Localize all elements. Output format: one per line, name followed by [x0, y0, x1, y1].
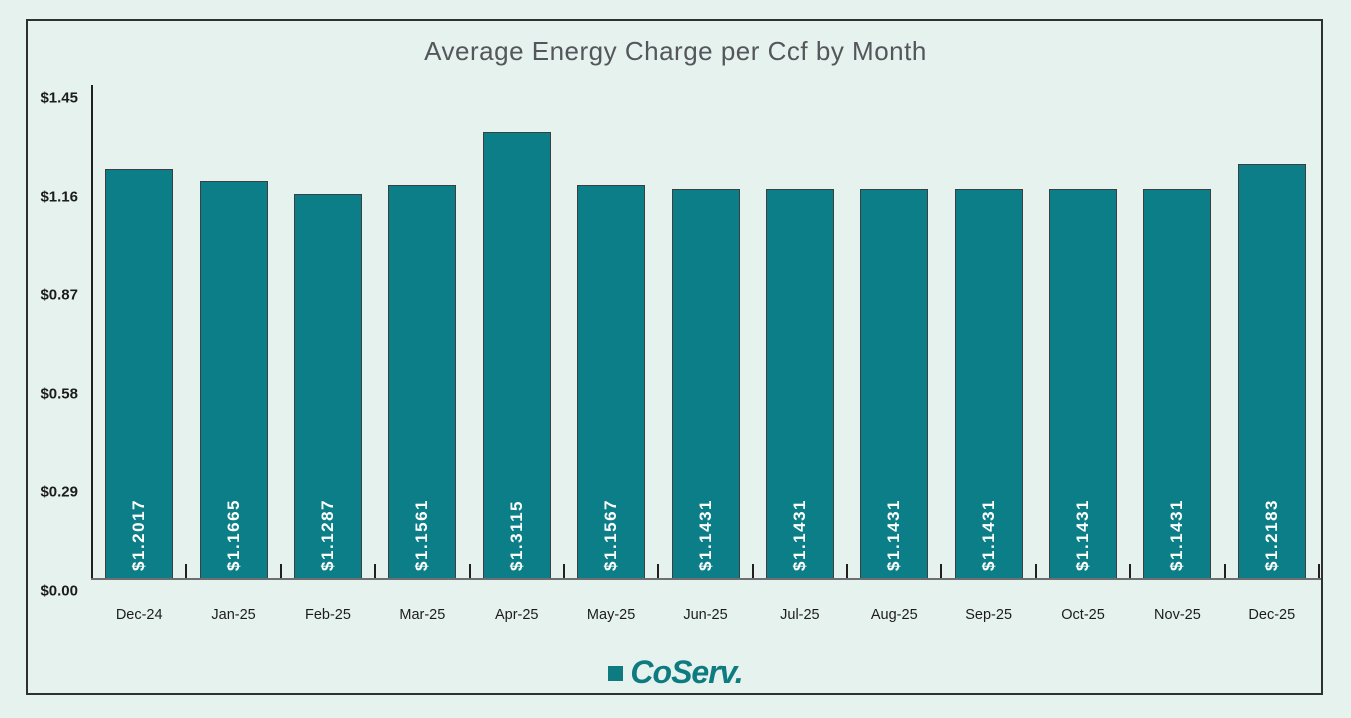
coserv-logo: CoServ. — [0, 656, 1351, 688]
chart-title: Average Energy Charge per Ccf by Month — [424, 36, 927, 66]
plot-area: $1.45 $1.16 $0.87 $0.58 $0.29 $0.00 $1.2017 $1… — [40, 85, 1321, 623]
bar: $1.1431 — [671, 189, 740, 578]
x-tick-label: Apr-25 — [494, 607, 539, 623]
y-axis-line — [91, 85, 93, 578]
axis-tick — [1318, 564, 1320, 578]
axis-tick — [1034, 564, 1037, 578]
bar: $1.1431 — [954, 189, 1023, 578]
x-tick-label: Nov-25 — [1154, 607, 1201, 623]
y-tick-label: $0.58 — [40, 385, 78, 403]
x-tick-label: Oct-25 — [1061, 607, 1105, 623]
axis-tick — [940, 564, 943, 578]
bar: $1.2017 — [105, 169, 174, 578]
axis-tick — [846, 564, 849, 578]
ticks-layer — [91, 85, 1320, 578]
axis-tick — [1223, 564, 1226, 578]
bars-layer: $1.2017 $1.1665 $1.1287 $1.1561 $1.3115 $1.15… — [92, 85, 1319, 578]
axis-tick — [468, 564, 471, 578]
y-axis-labels: $1.45 $1.16 $0.87 $0.58 $0.29 $0.00 — [18, 85, 78, 600]
axis-tick — [185, 564, 188, 578]
bar: $1.1665 — [199, 181, 268, 578]
bar: $1.1567 — [577, 184, 646, 578]
axis-tick — [374, 564, 377, 578]
bar: $1.1431 — [1049, 189, 1118, 578]
logo-square-icon — [608, 666, 624, 681]
axis-tick — [1129, 564, 1132, 578]
axis-tick — [751, 564, 754, 578]
axis-tick — [279, 564, 282, 578]
y-tick-label: $0.29 — [40, 483, 78, 501]
x-tick-label: Feb-25 — [304, 607, 351, 623]
y-tick-label: $0.00 — [40, 582, 78, 600]
bar: $1.1431 — [1143, 189, 1212, 578]
y-tick-label: $1.16 — [40, 188, 78, 206]
bar: $1.1431 — [765, 189, 834, 578]
logo-text: CoServ. — [630, 654, 743, 690]
x-tick-label: Jan-25 — [211, 607, 256, 623]
bar: $1.1561 — [388, 184, 457, 578]
y-tick-label: $0.87 — [40, 286, 78, 304]
x-axis-line — [91, 578, 1321, 580]
x-tick-label: Dec-25 — [1248, 607, 1296, 623]
x-tick-label: Dec-24 — [115, 607, 163, 623]
y-tick-label: $1.45 — [40, 89, 78, 107]
bar: $1.1431 — [860, 189, 929, 578]
bar: $1.3115 — [482, 132, 551, 578]
x-tick-label: Jun-25 — [683, 607, 728, 623]
x-axis-labels: Dec-24 Jan-25 Feb-25 Mar-25 Apr-25 May-25 Jun-… — [92, 607, 1319, 625]
bar: $1.1287 — [293, 194, 362, 578]
x-tick-label: Jul-25 — [780, 607, 820, 623]
axis-tick — [562, 564, 565, 578]
x-tick-label: May-25 — [586, 607, 636, 623]
x-tick-label: Mar-25 — [399, 607, 446, 623]
x-tick-label: Sep-25 — [965, 607, 1013, 623]
x-tick-label: Aug-25 — [870, 607, 918, 623]
bar: $1.2183 — [1237, 163, 1306, 578]
axis-tick — [657, 564, 660, 578]
